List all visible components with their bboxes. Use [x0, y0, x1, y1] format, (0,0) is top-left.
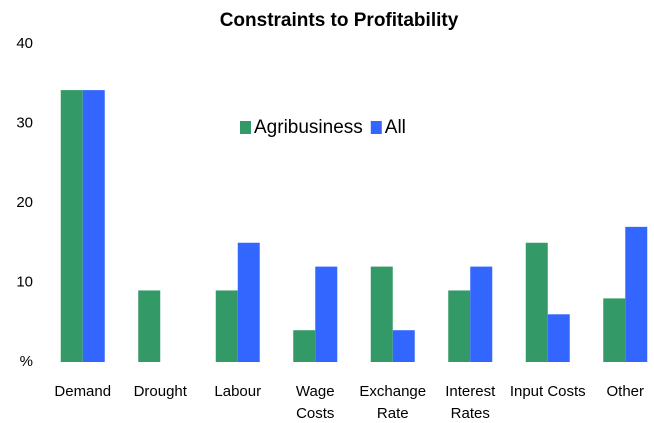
x-tick-label: Demand — [54, 383, 112, 400]
y-tick-label: 10 — [16, 273, 33, 290]
chart-title: Constraints to Profitability — [220, 10, 459, 31]
y-tick-label: 20 — [16, 194, 33, 211]
bar — [470, 266, 493, 362]
bar — [448, 290, 471, 362]
bar — [293, 330, 316, 362]
legend-label: All — [385, 117, 406, 138]
bar — [138, 290, 161, 362]
bar — [625, 226, 648, 362]
bar — [547, 314, 570, 362]
bar — [392, 330, 415, 362]
x-tick-label: Interest Rates — [445, 383, 496, 422]
bar — [60, 90, 83, 363]
bar — [525, 242, 548, 362]
y-tick-label: 40 — [16, 35, 33, 52]
bar — [603, 298, 626, 362]
legend-label: Agribusiness — [254, 117, 363, 138]
bar — [370, 266, 393, 362]
bar — [215, 290, 238, 362]
x-tick-label: Input Costs — [509, 383, 586, 400]
x-tick-label: Labour — [214, 383, 262, 400]
bar — [315, 266, 338, 362]
x-tick-label: Other — [606, 383, 644, 400]
x-tick-label: Wage Costs — [295, 383, 335, 422]
bar — [237, 242, 260, 362]
y-tick-label: 30 — [16, 114, 33, 131]
x-tick-label: Drought — [133, 383, 187, 400]
y-tick-label: % — [20, 353, 33, 370]
legend-swatch — [370, 121, 382, 134]
legend-swatch — [240, 121, 251, 134]
x-tick-label: Exchange Rate — [359, 383, 427, 422]
bar — [82, 90, 105, 363]
